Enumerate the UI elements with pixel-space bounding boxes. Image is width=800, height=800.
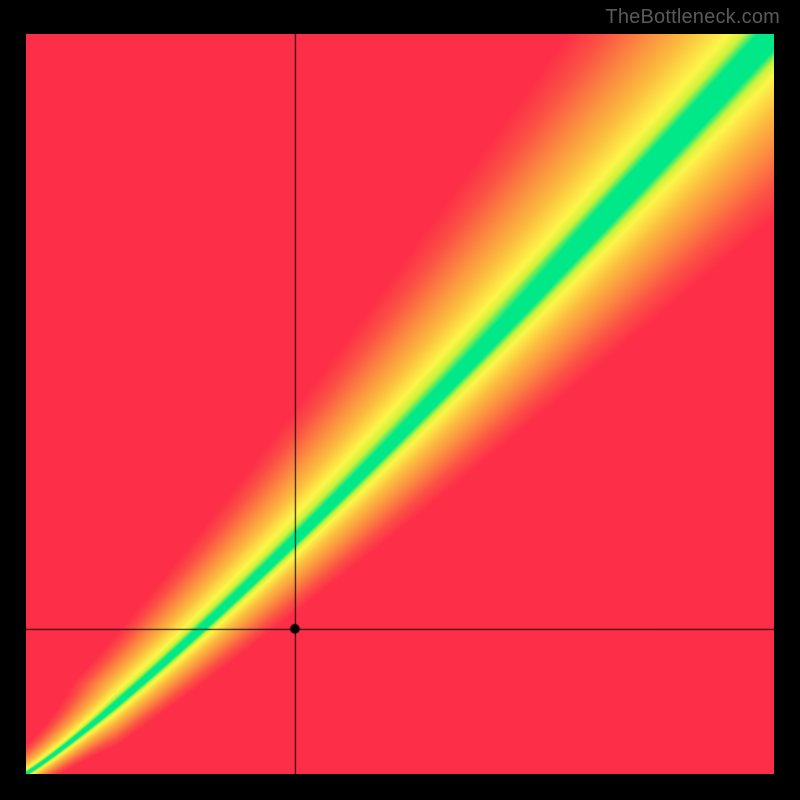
heatmap-plot bbox=[26, 34, 774, 774]
watermark-text: TheBottleneck.com bbox=[605, 6, 780, 29]
crosshair-overlay bbox=[26, 34, 774, 774]
chart-container: TheBottleneck.com bbox=[0, 0, 800, 800]
